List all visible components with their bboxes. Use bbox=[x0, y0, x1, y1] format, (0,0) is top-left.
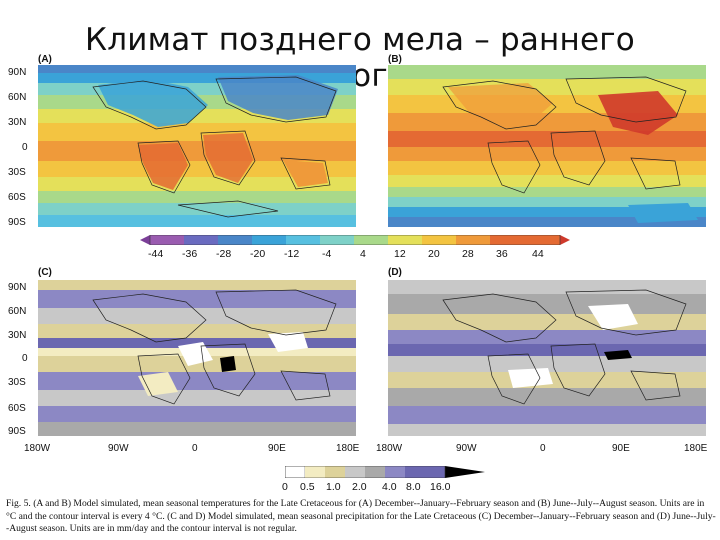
temp-cb-label: -12 bbox=[284, 248, 300, 260]
lon-tick-180e-right: 180E bbox=[684, 443, 708, 454]
lon-tick-180w-right: 180W bbox=[376, 443, 403, 454]
lat-tick-60s-top: 60S bbox=[8, 192, 26, 203]
figure-caption: Fig. 5. (A and B) Model simulated, mean … bbox=[6, 498, 716, 534]
lon-tick-180e-left: 180E bbox=[336, 443, 360, 454]
lon-tick-0-right: 0 bbox=[540, 443, 546, 454]
precip-cb-label: 4.0 bbox=[382, 481, 397, 493]
precipitation-colorbar bbox=[285, 466, 485, 478]
lat-tick-90n-bottom: 90N bbox=[8, 282, 27, 293]
precip-cb-label: 0 bbox=[282, 481, 288, 493]
precipitation-map-djf bbox=[38, 280, 356, 436]
lat-tick-60n-top: 60N bbox=[8, 92, 27, 103]
temp-cb-label: 44 bbox=[532, 248, 544, 260]
lat-tick-30s-bottom: 30S bbox=[8, 377, 26, 388]
lat-tick-eq-top: 0 bbox=[22, 142, 28, 153]
temp-cb-label: -44 bbox=[148, 248, 164, 260]
lat-tick-90n-top: 90N bbox=[8, 67, 27, 78]
lat-tick-60n-bottom: 60N bbox=[8, 306, 27, 317]
precip-cb-label: 2.0 bbox=[352, 481, 367, 493]
temperature-map-jja bbox=[388, 65, 706, 227]
temperature-colorbar bbox=[140, 235, 570, 245]
precip-cb-label: 16.0 bbox=[430, 481, 451, 493]
temp-cb-label: -4 bbox=[322, 248, 332, 260]
temp-cb-label: -36 bbox=[182, 248, 198, 260]
temp-cb-label: 4 bbox=[360, 248, 366, 260]
temp-cb-label: 20 bbox=[428, 248, 440, 260]
lat-tick-90s-bottom: 90S bbox=[8, 426, 26, 437]
lat-tick-30n-bottom: 30N bbox=[8, 330, 27, 341]
temp-cb-label: 36 bbox=[496, 248, 508, 260]
lon-tick-180w-left: 180W bbox=[24, 443, 51, 454]
temp-cb-label: 28 bbox=[462, 248, 474, 260]
lon-tick-90e-left: 90E bbox=[268, 443, 286, 454]
precip-cb-label: 1.0 bbox=[326, 481, 341, 493]
lat-tick-30s-top: 30S bbox=[8, 167, 26, 178]
panel-label-a: (A) bbox=[38, 54, 52, 65]
precip-cb-label: 8.0 bbox=[406, 481, 421, 493]
lon-tick-90w-right: 90W bbox=[456, 443, 477, 454]
temp-cb-label: -28 bbox=[216, 248, 232, 260]
lat-tick-eq-bottom: 0 bbox=[22, 353, 28, 364]
precip-cb-label: 0.5 bbox=[300, 481, 315, 493]
lon-tick-0-left: 0 bbox=[192, 443, 198, 454]
lon-tick-90w-left: 90W bbox=[108, 443, 129, 454]
temp-cb-label: 12 bbox=[394, 248, 406, 260]
temperature-map-djf bbox=[38, 65, 356, 227]
temp-cb-label: -20 bbox=[250, 248, 266, 260]
panel-label-d: (D) bbox=[388, 267, 402, 278]
panel-label-b: (B) bbox=[388, 54, 402, 65]
lat-tick-30n-top: 30N bbox=[8, 117, 27, 128]
panel-label-c: (C) bbox=[38, 267, 52, 278]
lon-tick-90e-right: 90E bbox=[612, 443, 630, 454]
lat-tick-60s-bottom: 60S bbox=[8, 403, 26, 414]
precipitation-map-jja bbox=[388, 280, 706, 436]
lat-tick-90s-top: 90S bbox=[8, 217, 26, 228]
